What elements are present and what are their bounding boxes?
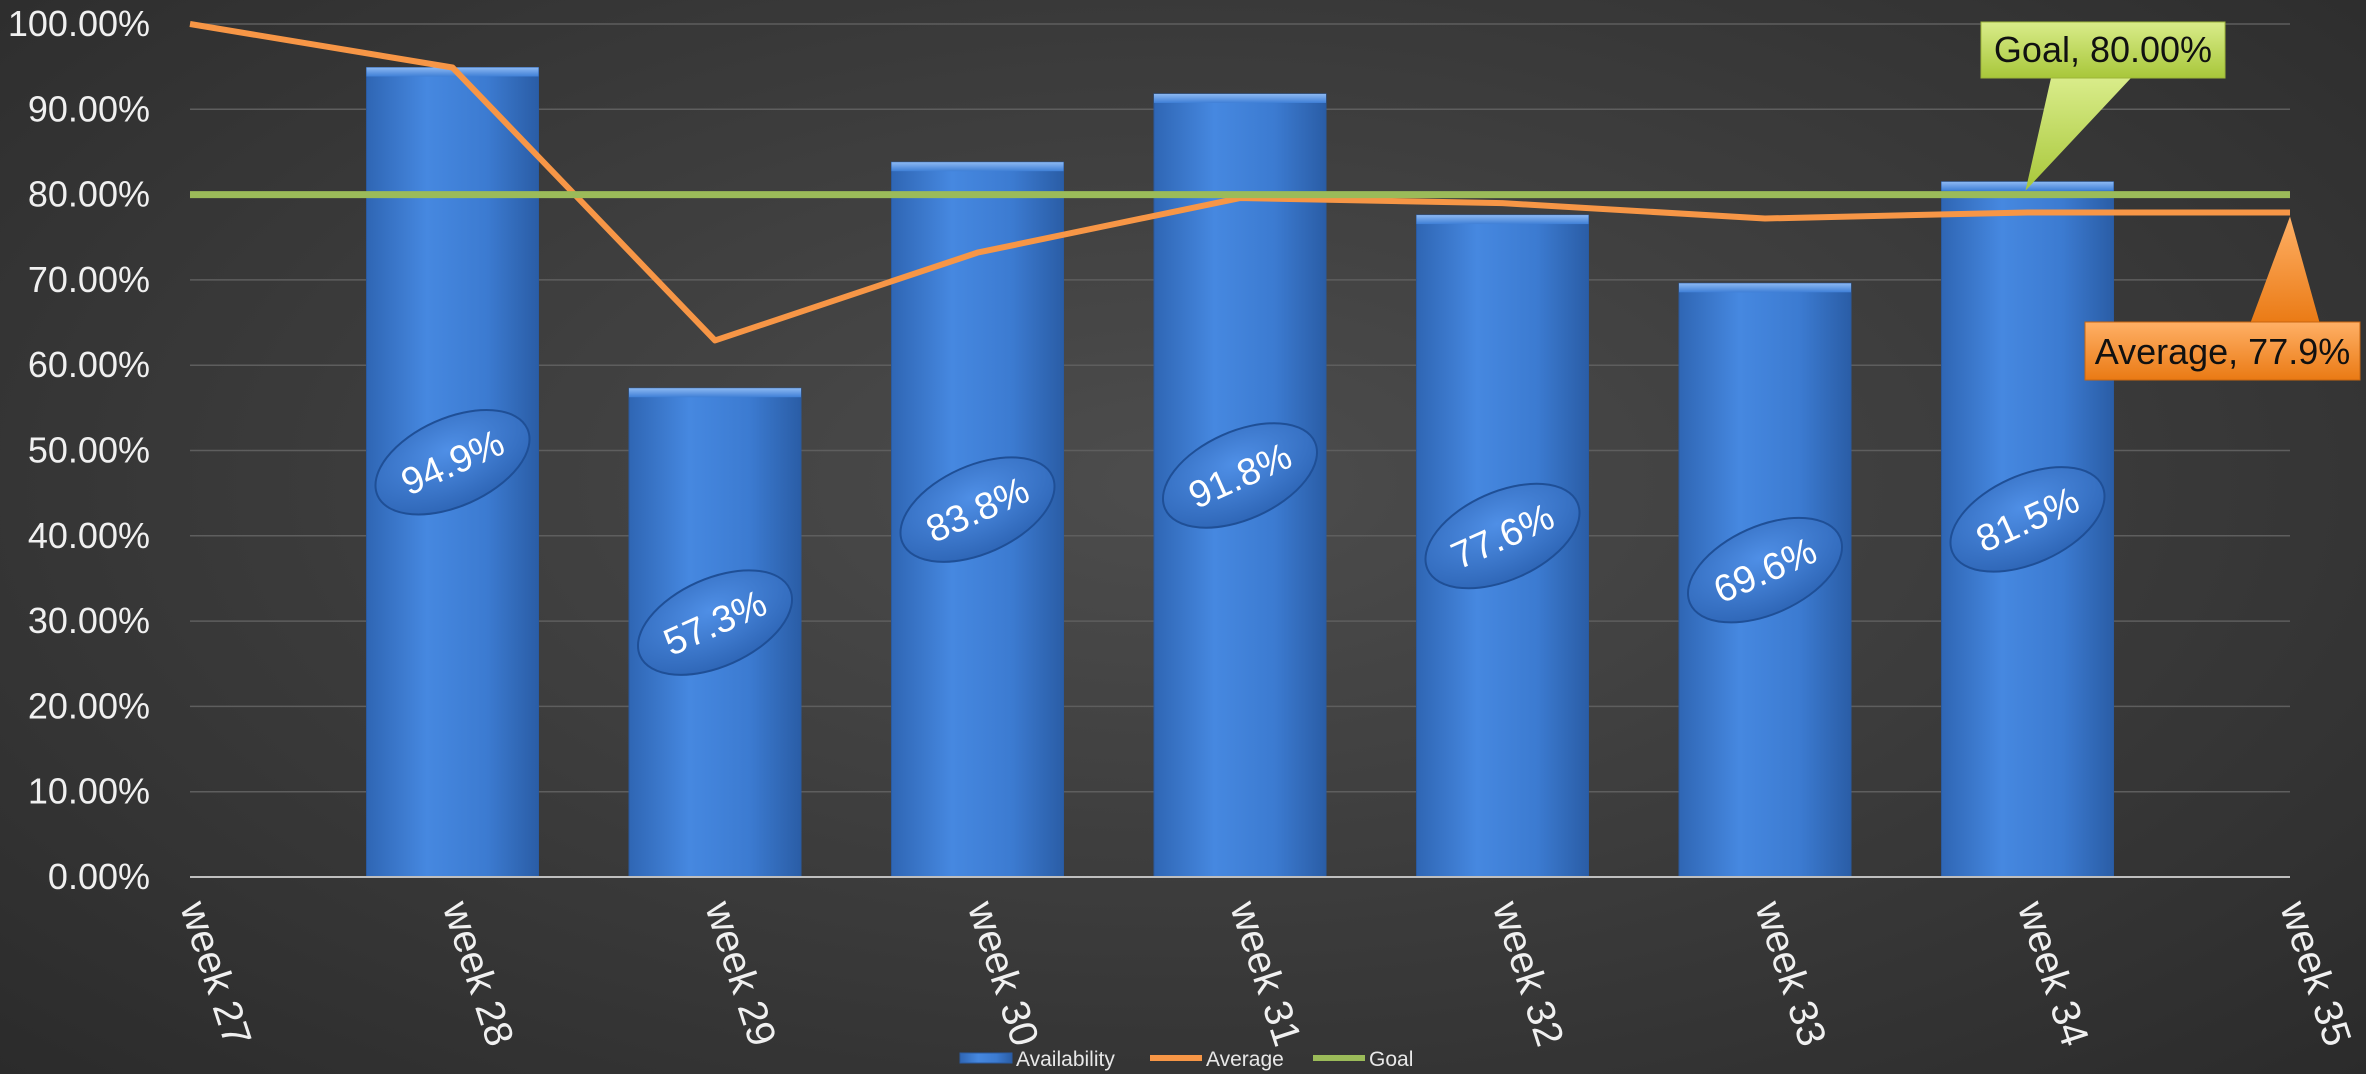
legend-label: Goal [1369, 1048, 1413, 1071]
callout-pointer [2250, 216, 2320, 324]
x-tick-label: week 27 [171, 895, 259, 1051]
x-tick-label: week 32 [1484, 895, 1572, 1051]
x-tick-label: week 33 [1746, 895, 1834, 1051]
bar-top [366, 67, 539, 77]
y-tick-label: 30.00% [28, 600, 150, 641]
y-tick-label: 20.00% [28, 685, 150, 726]
bar-data-label: 57.3% [636, 569, 794, 676]
data-label-bubble [636, 569, 794, 676]
legend-label: Availability [1016, 1048, 1115, 1071]
data-label-bubble [374, 409, 531, 516]
bar-top [891, 162, 1064, 172]
y-tick-label: 60.00% [28, 344, 150, 385]
y-tick-label: 50.00% [28, 430, 150, 471]
data-label-bubble [1949, 466, 2106, 573]
y-tick-label: 90.00% [28, 88, 150, 129]
data-label-bubble [1424, 482, 1581, 590]
y-tick-label: 100.00% [8, 3, 150, 44]
x-tick-label: week 35 [2271, 895, 2359, 1051]
y-tick-label: 10.00% [28, 771, 150, 812]
bar-data-label: 81.5% [1949, 466, 2106, 573]
legend-label: Average [1206, 1048, 1284, 1071]
callout-pointer [2025, 78, 2131, 191]
x-tick-label: week 29 [696, 895, 784, 1051]
callout-text: Goal, 80.00% [1994, 29, 2212, 70]
x-tick-label: week 31 [1221, 895, 1309, 1051]
bar-data-labels: 94.9% 57.3% 83.8% 91.8% 77.6% 69.6% 81.5% [374, 409, 2106, 676]
bar-data-label: 91.8% [1161, 422, 1319, 529]
bar-top [1679, 283, 1851, 293]
callout-box [2084, 321, 2361, 381]
y-tick-label: 80.00% [28, 174, 150, 215]
callouts: Goal, 80.00% Average, 77.9% [1980, 21, 2361, 381]
callout-box [1980, 21, 2226, 79]
y-tick-label: 0.00% [48, 856, 150, 897]
callout-text: Average, 77.9% [2095, 331, 2351, 372]
bar-data-label: 94.9% [374, 409, 531, 516]
bar-data-label: 69.6% [1686, 516, 1844, 624]
x-tick-label: week 28 [434, 895, 522, 1051]
data-label-bubble [1686, 516, 1844, 624]
bar-top [629, 388, 801, 398]
callout-goal: Goal, 80.00% [1980, 21, 2226, 191]
x-tick-label: week 30 [959, 895, 1047, 1051]
data-label-bubble [1161, 422, 1319, 529]
legend: Availability Average Goal [959, 1048, 1413, 1071]
legend-item: Average [1150, 1048, 1284, 1071]
legend-item: Goal [1313, 1048, 1413, 1071]
legend-item: Availability [959, 1048, 1115, 1071]
bar-top [1416, 215, 1589, 225]
y-tick-label: 40.00% [28, 515, 150, 556]
callout-average: Average, 77.9% [2084, 216, 2361, 381]
data-label-bubble [899, 456, 1056, 563]
lines [189, 21, 2290, 344]
bar-data-label: 83.8% [899, 456, 1056, 563]
bar-data-label: 77.6% [1424, 482, 1581, 590]
bar-top [1154, 93, 1326, 103]
legend-swatch [959, 1052, 1013, 1064]
y-tick-label: 70.00% [28, 259, 150, 300]
x-tick-label: week 34 [2009, 895, 2097, 1051]
